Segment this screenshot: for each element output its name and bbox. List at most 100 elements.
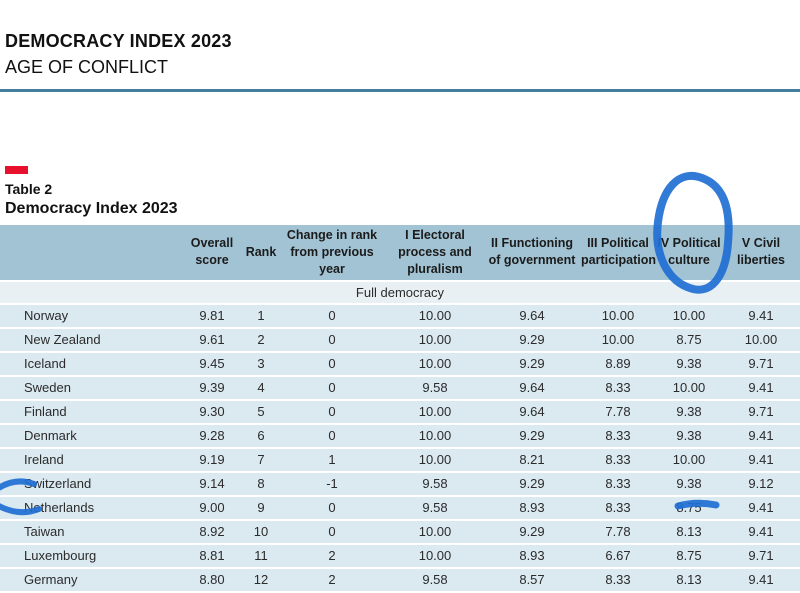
overall-score-cell: 9.28	[180, 424, 244, 449]
functioning-government-cell: 8.21	[484, 448, 580, 473]
country-cell: Luxembourg	[0, 544, 180, 569]
overall-score-cell: 9.00	[180, 496, 244, 521]
change-in-rank-cell: 0	[278, 424, 386, 449]
table-row: Iceland 9.45 3 0 10.00 9.29 8.89 9.38 9.…	[0, 352, 800, 377]
rank-cell: 8	[244, 472, 278, 497]
table-row: Finland 9.30 5 0 10.00 9.64 7.78 9.38 9.…	[0, 400, 800, 425]
political-culture-cell: 9.38	[656, 424, 722, 449]
header-rule	[0, 89, 800, 92]
civil-liberties-cell: 9.41	[722, 568, 800, 593]
table-row: Ireland 9.19 7 1 10.00 8.21 8.33 10.00 9…	[0, 448, 800, 473]
table-row: Netherlands 9.00 9 0 9.58 8.93 8.33 8.75…	[0, 496, 800, 521]
political-culture-cell: 9.38	[656, 400, 722, 425]
civil-liberties-cell: 9.41	[722, 496, 800, 521]
table-row: New Zealand 9.61 2 0 10.00 9.29 10.00 8.…	[0, 328, 800, 353]
political-participation-cell: 6.67	[580, 544, 656, 569]
table-row: Luxembourg 8.81 11 2 10.00 8.93 6.67 8.7…	[0, 544, 800, 569]
political-culture-cell: 9.38	[656, 472, 722, 497]
table-body: Norway 9.81 1 0 10.00 9.64 10.00 10.00 9…	[0, 304, 800, 593]
change-in-rank-cell: 0	[278, 352, 386, 377]
overall-score-cell: 9.61	[180, 328, 244, 353]
electoral-process-cell: 10.00	[386, 448, 484, 473]
functioning-government-cell: 9.64	[484, 376, 580, 401]
political-culture-cell: 8.75	[656, 544, 722, 569]
functioning-government-cell: 8.57	[484, 568, 580, 593]
political-culture-cell: 9.38	[656, 352, 722, 377]
functioning-government-cell: 9.29	[484, 424, 580, 449]
electoral-process-cell: 9.58	[386, 472, 484, 497]
rank-cell: 7	[244, 448, 278, 473]
functioning-government-cell: 9.29	[484, 352, 580, 377]
functioning-government-cell: 9.64	[484, 400, 580, 425]
table-header-row: Overall score Rank Change in rank from p…	[0, 225, 800, 282]
political-culture-cell: 8.13	[656, 520, 722, 545]
country-cell: Iceland	[0, 352, 180, 377]
col-header-electoral-process: I Electoral process and pluralism	[386, 225, 484, 282]
overall-score-cell: 8.81	[180, 544, 244, 569]
political-participation-cell: 7.78	[580, 520, 656, 545]
col-header-rank: Rank	[244, 225, 278, 282]
political-participation-cell: 8.33	[580, 448, 656, 473]
civil-liberties-cell: 9.71	[722, 544, 800, 569]
functioning-government-cell: 8.93	[484, 544, 580, 569]
civil-liberties-cell: 10.00	[722, 328, 800, 353]
rank-cell: 6	[244, 424, 278, 449]
political-participation-cell: 10.00	[580, 304, 656, 329]
table-row: Denmark 9.28 6 0 10.00 9.29 8.33 9.38 9.…	[0, 424, 800, 449]
overall-score-cell: 9.39	[180, 376, 244, 401]
country-cell: Norway	[0, 304, 180, 329]
electoral-process-cell: 10.00	[386, 520, 484, 545]
country-cell: Finland	[0, 400, 180, 425]
civil-liberties-cell: 9.41	[722, 304, 800, 329]
rank-cell: 10	[244, 520, 278, 545]
table-row: Sweden 9.39 4 0 9.58 9.64 8.33 10.00 9.4…	[0, 376, 800, 401]
political-participation-cell: 7.78	[580, 400, 656, 425]
political-participation-cell: 10.00	[580, 328, 656, 353]
col-header-overall-score: Overall score	[180, 225, 244, 282]
table-title: Democracy Index 2023	[5, 200, 178, 217]
section-red-mark	[5, 166, 28, 174]
overall-score-cell: 9.30	[180, 400, 244, 425]
electoral-process-cell: 10.00	[386, 304, 484, 329]
overall-score-cell: 9.45	[180, 352, 244, 377]
political-culture-cell: 8.13	[656, 568, 722, 593]
change-in-rank-cell: -1	[278, 472, 386, 497]
electoral-process-cell: 10.00	[386, 352, 484, 377]
change-in-rank-cell: 0	[278, 520, 386, 545]
electoral-process-cell: 9.58	[386, 376, 484, 401]
electoral-process-cell: 10.00	[386, 424, 484, 449]
civil-liberties-cell: 9.41	[722, 520, 800, 545]
political-participation-cell: 8.33	[580, 496, 656, 521]
report-title: DEMOCRACY INDEX 2023	[5, 31, 232, 51]
rank-cell: 12	[244, 568, 278, 593]
civil-liberties-cell: 9.71	[722, 352, 800, 377]
country-cell: Switzerland	[0, 472, 180, 497]
functioning-government-cell: 9.29	[484, 328, 580, 353]
electoral-process-cell: 9.58	[386, 496, 484, 521]
col-header-civil-liberties: V Civil liberties	[722, 225, 800, 282]
overall-score-cell: 8.80	[180, 568, 244, 593]
change-in-rank-cell: 2	[278, 568, 386, 593]
political-culture-cell: 8.75	[656, 496, 722, 521]
change-in-rank-cell: 0	[278, 400, 386, 425]
electoral-process-cell: 9.58	[386, 568, 484, 593]
overall-score-cell: 8.92	[180, 520, 244, 545]
political-participation-cell: 8.33	[580, 424, 656, 449]
category-label: Full democracy	[0, 281, 800, 305]
overall-score-cell: 9.81	[180, 304, 244, 329]
political-culture-cell: 10.00	[656, 376, 722, 401]
civil-liberties-cell: 9.12	[722, 472, 800, 497]
col-header-change-in-rank: Change in rank from previous year	[278, 225, 386, 282]
civil-liberties-cell: 9.41	[722, 448, 800, 473]
col-header-country	[0, 225, 180, 282]
rank-cell: 4	[244, 376, 278, 401]
change-in-rank-cell: 0	[278, 376, 386, 401]
report-subtitle: AGE OF CONFLICT	[5, 57, 169, 77]
political-participation-cell: 8.33	[580, 472, 656, 497]
country-cell: Netherlands	[0, 496, 180, 521]
change-in-rank-cell: 2	[278, 544, 386, 569]
category-row-full-democracy: Full democracy	[0, 281, 800, 305]
political-participation-cell: 8.33	[580, 568, 656, 593]
civil-liberties-cell: 9.41	[722, 424, 800, 449]
col-header-political-culture: IV Political culture	[656, 225, 722, 282]
